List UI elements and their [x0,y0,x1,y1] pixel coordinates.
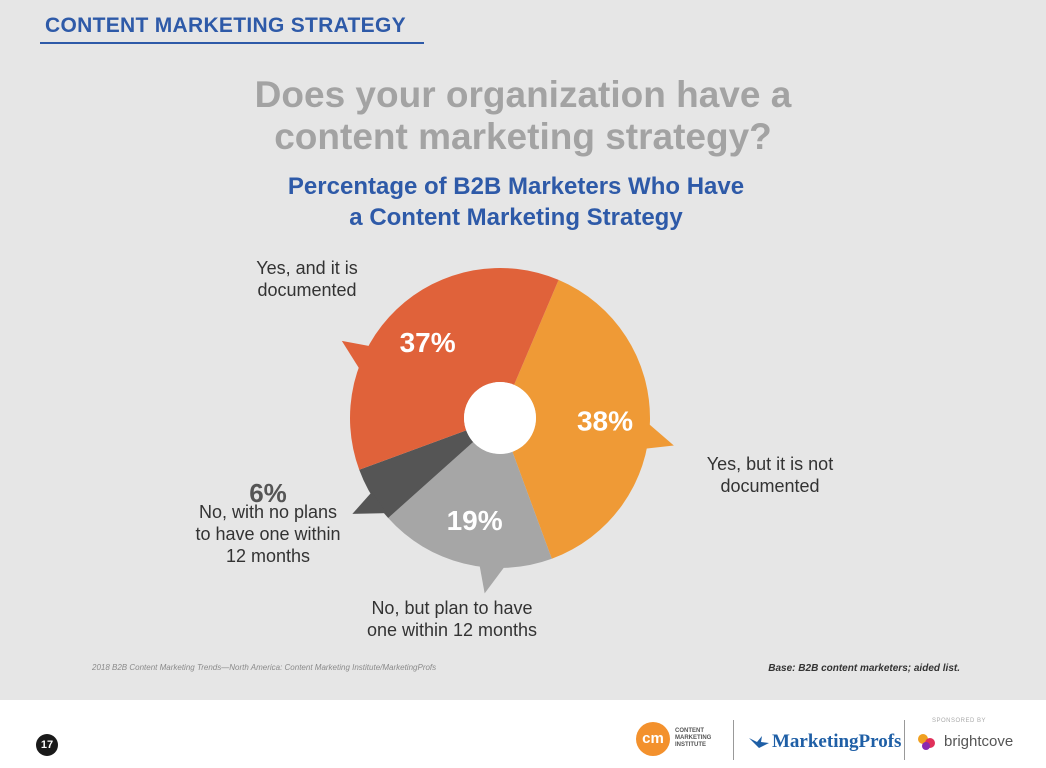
donut-slice-2 [388,441,552,568]
question-line-1: Does your organization have a [254,74,792,115]
marketingprofs-logo: MarketingProfs [772,731,902,752]
survey-question: Does your organization have a content ma… [0,74,1046,158]
slice-percent-label: 19% [447,505,503,536]
donut-slice-3 [359,430,474,518]
section-header: CONTENT MARKETING STRATEGY [45,14,406,37]
slice-category-label: Yes, but it is not [707,454,833,474]
donut-slice-1 [512,279,650,559]
slice-callout-2 [479,564,506,594]
chart-title-line-1: Percentage of B2B Marketers Who Have [287,173,745,200]
brightcove-mark-icon [918,734,935,750]
chart-title-line-2: a Content Marketing Strategy [349,204,683,231]
slice-category-label: 12 months [226,546,310,566]
slice-category-label: No, but plan to have [371,598,532,618]
slice-percent-label: 38% [577,406,633,437]
slice-category-label: Yes, and it is [256,258,357,278]
page-number: 17 [36,734,58,756]
slice-callout-1 [644,423,674,449]
brightcove-logo: brightcove [944,733,1014,750]
slice-callout-4 [341,340,371,370]
base-note: Base: B2B content marketers; aided list. [768,663,960,674]
header-underline [40,42,424,44]
slice-category-label: to have one within [195,524,340,544]
cmi-logo-text: CONTENT MARKETING INSTITUTE [675,728,712,748]
donut-slice-4 [350,268,559,470]
bottom-bar [0,700,1046,768]
slice-category-label: No, with no plans [199,502,337,522]
logo-divider [733,720,734,760]
donut-hole [464,382,536,454]
slice-percent-label: 6% [249,478,287,508]
sponsored-by-label: SPONSORED BY [932,718,987,724]
slice-percent-label: 37% [400,327,456,358]
slice-category-label: documented [720,476,819,496]
source-note: 2018 B2B Content Marketing Trends—North … [92,663,437,672]
chart-title: Percentage of B2B Marketers Who Have a C… [0,171,1032,233]
logo-divider [904,720,905,760]
question-line-2: content marketing strategy? [274,116,772,157]
cmi-logo-icon: cm [636,722,670,756]
slice-callout-3 [352,492,387,514]
marketingprofs-bird-icon [749,736,769,748]
slice-category-label: documented [257,280,356,300]
slice-category-label: one within 12 months [367,620,537,640]
